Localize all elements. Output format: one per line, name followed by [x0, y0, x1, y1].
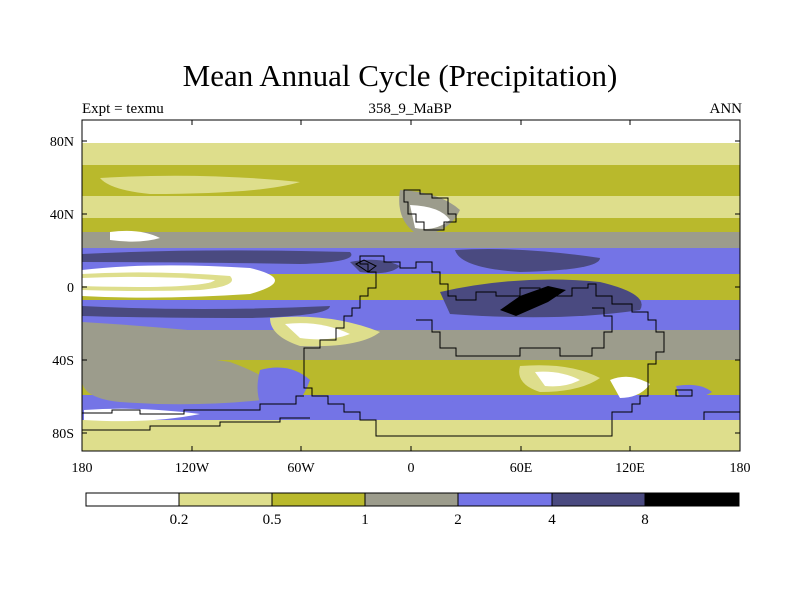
small-island-outline: [675, 389, 693, 397]
shaded-field: [82, 120, 740, 451]
colorbar-swatch-lt-0.2: [85, 492, 180, 507]
polar-south-dry: [84, 408, 200, 422]
south-wet-strip: [82, 306, 330, 318]
colorbar-swatch-0.5-1: [271, 492, 366, 507]
y-axis: 80N 40N 0 40S 80S: [50, 135, 740, 442]
x-tick-label-180e: 180: [730, 461, 751, 476]
season-label: ANN: [709, 101, 743, 117]
chart-title: Mean Annual Cycle (Precipitation): [182, 58, 618, 93]
x-axis: 180 120W 60W 0 60E 120E 180: [72, 120, 751, 476]
colorbar-swatch-2-4: [457, 492, 553, 507]
north-pacific-light: [100, 175, 300, 194]
dry-pacific-core: [82, 276, 215, 287]
polar-coast-east: [703, 411, 740, 420]
polar-coast-inner: [82, 417, 310, 431]
southern-coast-wet: [257, 367, 310, 420]
colorbar-label-8: 8: [641, 512, 649, 528]
inner-coastline: [416, 307, 613, 357]
y-tick-label-0: 0: [67, 281, 74, 296]
x-tick-label-60w: 60W: [287, 461, 315, 476]
x-tick-label-180w: 180: [72, 461, 93, 476]
y-tick-label-80n: 80N: [50, 135, 74, 150]
colorbar-label-0.5: 0.5: [263, 512, 282, 528]
y-tick-label-80s: 80S: [52, 427, 74, 442]
polar-coast-west: [82, 395, 304, 415]
north-tropic-gray-band: [82, 232, 740, 250]
y-tick-label-40s: 40S: [52, 354, 74, 369]
x-tick-label-60e: 60E: [510, 461, 533, 476]
continent-outlines: [82, 189, 740, 437]
colorbar-swatch-0.2-0.5: [178, 492, 273, 507]
north-landmass-dry: [410, 205, 450, 229]
colorbar-swatch-1-2: [364, 492, 459, 507]
east-dry-patch: [610, 376, 650, 398]
south-continent-outline: [303, 255, 665, 437]
south-wet-spot: [420, 396, 456, 415]
x-tick-label-120w: 120W: [175, 461, 210, 476]
colorbar-swatch-gt-8: [644, 492, 740, 507]
colorbar-label-1: 1: [361, 512, 369, 528]
y-tick-label-40n: 40N: [50, 208, 74, 223]
colorbar: 0.2 0.5 1 2 4 8: [85, 492, 740, 528]
east-wet-spot: [676, 384, 712, 399]
experiment-label: Expt = texmu: [82, 101, 164, 117]
north-dry-spot: [110, 230, 160, 242]
x-tick-label-0: 0: [408, 461, 415, 476]
x-tick-label-120e: 120E: [615, 461, 645, 476]
south-pacific-gray-2: [82, 351, 280, 405]
south-tethys-dry: [535, 371, 580, 387]
north-high-lat-band: [82, 143, 740, 165]
north-continent-outline: [403, 189, 457, 231]
period-label: 358_9_MaBP: [368, 101, 452, 117]
colorbar-label-2: 2: [454, 512, 462, 528]
south-pacific-gray: [82, 322, 232, 356]
north-tethys-wet: [455, 249, 600, 272]
colorbar-label-0.2: 0.2: [170, 512, 189, 528]
south-dry-patch: [285, 323, 350, 340]
north-wet-strip: [82, 250, 352, 264]
colorbar-label-4: 4: [548, 512, 556, 528]
island-outline: [355, 259, 377, 273]
max-precip-core: [500, 286, 566, 316]
colorbar-swatch-4-8: [551, 492, 646, 507]
